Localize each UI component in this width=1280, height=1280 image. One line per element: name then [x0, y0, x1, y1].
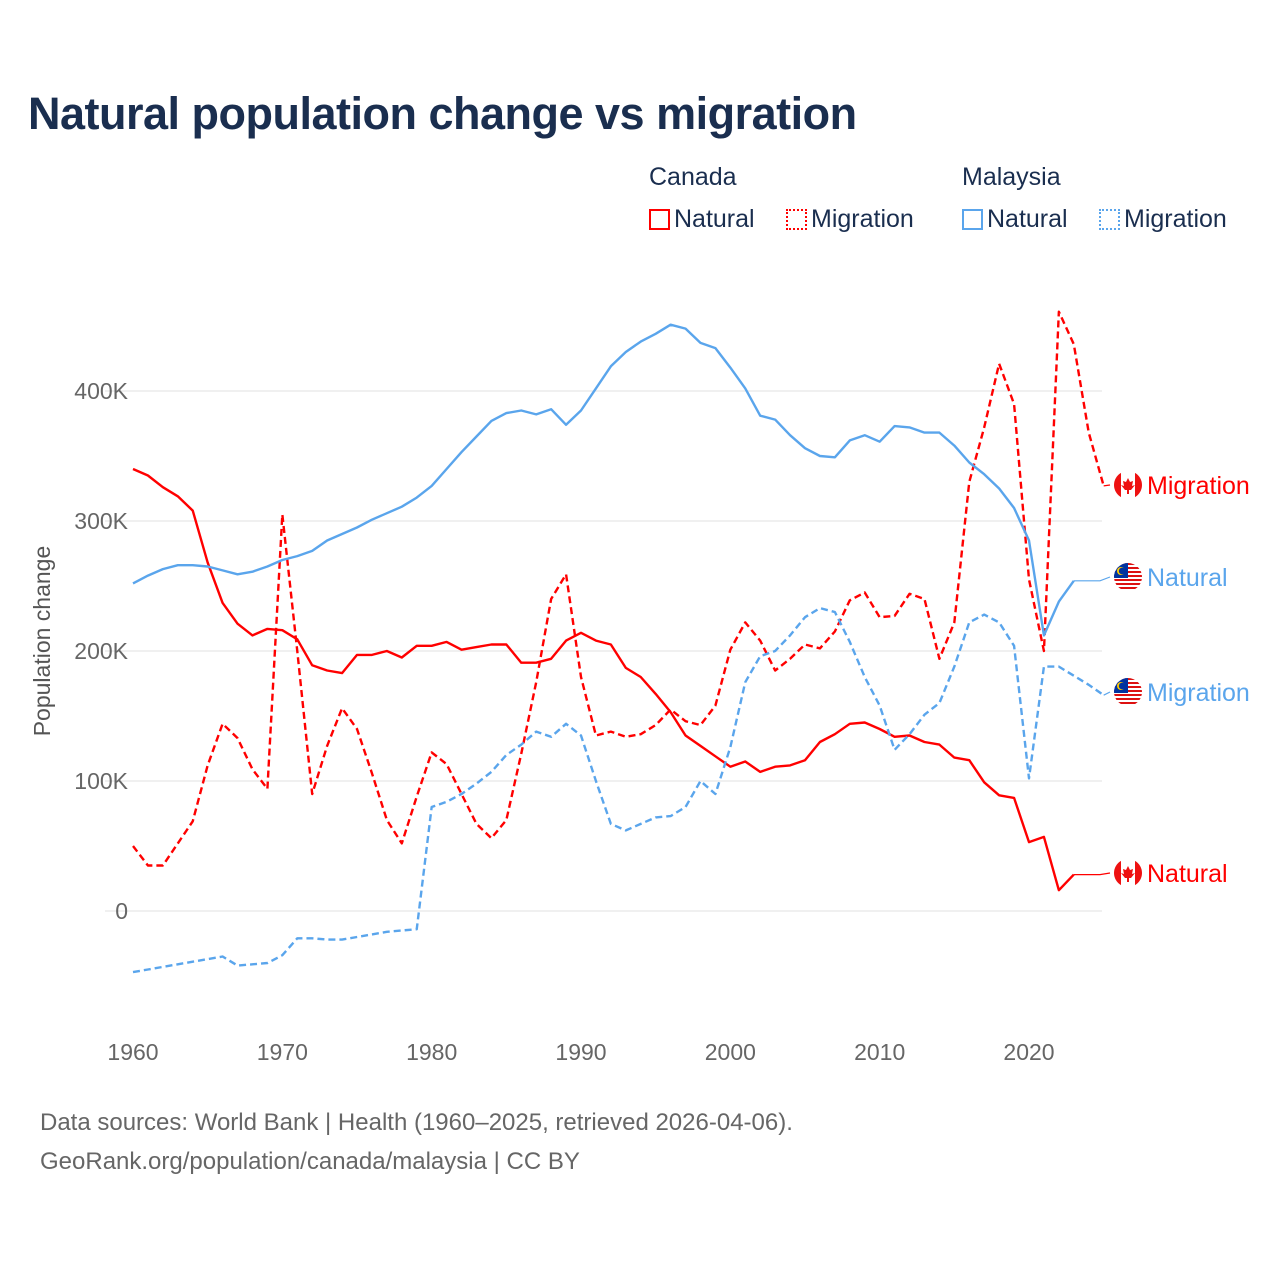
- flag-stripe: [1114, 585, 1142, 587]
- legend-canada-natural[interactable]: Natural: [649, 205, 755, 234]
- flag-bars: [1114, 472, 1142, 498]
- series-line-malaysia-natural: [132, 323, 1075, 637]
- legend-label: Migration: [1124, 205, 1227, 233]
- series-line-canada-migration: [132, 310, 1105, 867]
- flag-stripe: [1114, 700, 1142, 702]
- legend-group-canada: Canada: [649, 163, 737, 191]
- canada-flag-icon: [1114, 471, 1142, 499]
- x-tick-label: 1970: [257, 1039, 308, 1065]
- y-tick-label: 200K: [74, 638, 128, 664]
- flag-stripe: [1114, 583, 1142, 585]
- flag-stripe: [1114, 704, 1142, 706]
- legend-label: Natural: [674, 205, 755, 233]
- maple-leaf-icon: [1121, 866, 1135, 882]
- series-line-malaysia-migration: [132, 606, 1105, 974]
- y-tick-label: 400K: [74, 378, 128, 404]
- legend-group-malaysia: Malaysia: [962, 163, 1061, 191]
- flag-body: [1114, 563, 1142, 591]
- x-tick-label: 2020: [1003, 1039, 1054, 1065]
- y-tick-label: 300K: [74, 508, 128, 534]
- flag-stripe: [1114, 696, 1142, 698]
- flag-stripe: [1114, 698, 1142, 700]
- label-connector: [1073, 576, 1111, 582]
- legend-label: Natural: [987, 205, 1068, 233]
- solid-swatch-icon: [649, 209, 670, 230]
- canada-flag-icon: [1114, 859, 1142, 887]
- solid-swatch-icon: [962, 209, 983, 230]
- x-tick-label: 2000: [705, 1039, 756, 1065]
- legend-malaysia-natural[interactable]: Natural: [962, 205, 1068, 234]
- malaysia-flag-icon: [1114, 563, 1142, 591]
- dotted-swatch-icon: [1099, 209, 1120, 230]
- plot-area: 0 100K 200K 300K 400K 1960 1970 1980 1990 2000 201…: [29, 310, 1250, 1065]
- flag-stripe: [1114, 579, 1142, 581]
- malaysia-flag-icon: [1114, 678, 1142, 706]
- x-tick-label: 1960: [107, 1039, 158, 1065]
- series-line-canada-natural: [132, 467, 1075, 892]
- y-tick-label: 100K: [74, 768, 128, 794]
- crescent-cut: [1118, 682, 1126, 690]
- y-axis-title: Population change: [29, 546, 55, 737]
- footer-attribution: GeoRank.org/population/canada/malaysia |…: [40, 1148, 580, 1175]
- y-tick-label: 0: [115, 898, 128, 924]
- legend-malaysia-migration[interactable]: Migration: [1099, 205, 1227, 234]
- flag-stripe: [1114, 702, 1142, 704]
- end-label: Natural: [1147, 860, 1228, 888]
- flag-stripe: [1114, 587, 1142, 589]
- dotted-swatch-icon: [786, 209, 807, 230]
- legend-canada-migration[interactable]: Migration: [786, 205, 914, 234]
- crescent-cut: [1118, 567, 1126, 575]
- flag-stripe: [1114, 589, 1142, 591]
- flag-bars: [1114, 860, 1142, 886]
- end-label: Natural: [1147, 564, 1228, 592]
- legend-label: Migration: [811, 205, 914, 233]
- end-label: Migration: [1147, 679, 1250, 707]
- flag-stripe: [1114, 694, 1142, 696]
- end-label: Migration: [1147, 472, 1250, 500]
- label-connector: [1103, 691, 1111, 696]
- label-connector: [1073, 872, 1111, 876]
- x-tick-label: 1980: [406, 1039, 457, 1065]
- chart-title: Natural population change vs migration: [28, 88, 857, 139]
- maple-leaf-icon: [1121, 478, 1135, 494]
- x-tick-label: 1990: [555, 1039, 606, 1065]
- x-tick-label: 2010: [854, 1039, 905, 1065]
- flag-stripe: [1114, 581, 1142, 583]
- label-connector: [1103, 484, 1111, 487]
- flag-body: [1114, 678, 1142, 706]
- footer-sources: Data sources: World Bank | Health (1960–…: [40, 1109, 793, 1136]
